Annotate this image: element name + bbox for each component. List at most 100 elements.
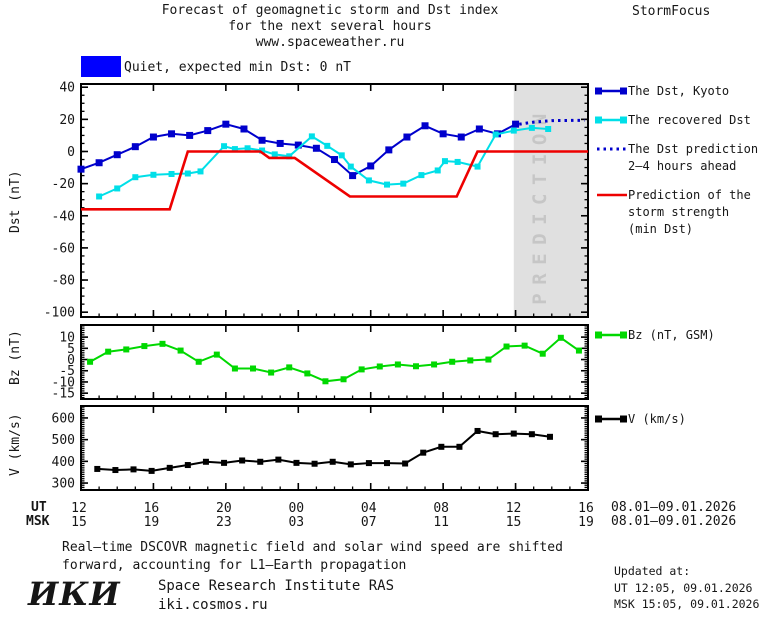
series-marker [132,174,139,181]
series-marker [457,133,465,141]
legend-sample-marker [620,116,627,124]
series-marker [312,144,320,152]
ut-hour-label: 16 [144,501,160,516]
updated-at-label: Updated at: [614,564,691,578]
y-tick-label: 40 [59,81,75,96]
series-line [80,123,517,177]
series-line [89,336,580,383]
series-marker [222,120,230,128]
series-marker [294,141,302,149]
series-line [518,118,585,126]
updated-at-ut: UT 12:05, 09.01.2026 [614,581,753,595]
series-marker [184,462,191,469]
legend-sample-marker [620,87,627,95]
series-marker [385,146,393,154]
series-marker [141,343,148,350]
series-marker [197,168,204,175]
series-marker [454,158,461,165]
series-marker [510,127,517,134]
legend-sample-marker [620,415,627,423]
legend-storm-strength-3: (min Dst) [628,222,694,236]
series-marker [431,361,438,368]
series-marker [467,357,474,364]
msk-hour-label: 23 [216,515,232,530]
series-marker [202,458,209,465]
msk-hour-label: 03 [288,515,304,530]
series-marker [376,363,383,370]
ut-hour-label: 00 [288,501,304,516]
series-marker [441,158,448,165]
plot-frame [80,405,589,491]
legend-recovered-dst: The recovered Dst [628,113,751,127]
series-marker [403,133,411,141]
series-marker [94,465,101,472]
ut-hour-label: 12 [71,501,87,516]
brand-name: StormFocus [632,4,711,19]
series-marker [271,151,278,158]
series-marker [168,170,175,177]
series-line [81,150,588,211]
series-line [97,429,551,472]
series-marker [338,152,345,159]
series-marker [286,153,293,160]
series-marker [177,347,184,354]
series-marker [521,342,528,349]
series-marker [485,356,492,363]
series-marker [308,133,315,140]
series-marker [365,177,372,184]
series-marker [474,427,481,434]
y-tick-label: -60 [52,241,75,256]
series-marker [340,376,347,383]
series-marker [113,151,121,159]
legend-storm-strength-2: storm strength [628,205,730,219]
series-marker [546,433,553,440]
series-marker [166,464,173,471]
series-marker [149,133,157,141]
page-title: Forecast of geomagnetic storm and Dst in… [0,3,660,51]
msk-hour-label: 19 [144,515,160,530]
series-marker [324,142,331,149]
series-marker [421,122,429,130]
series-marker [221,143,228,150]
y-tick-label: 400 [52,455,75,470]
series-marker [438,443,445,450]
dst-axis-title: Dst (nT) [8,170,23,233]
series-marker [394,361,401,368]
msk-date-range: 08.01–09.01.2026 [611,514,737,529]
msk-hour-label: 11 [433,515,449,530]
series-marker [112,467,119,474]
series-marker [503,343,510,350]
ut-row-label: UT [31,500,47,515]
series-marker [367,162,375,170]
plot-frame [80,324,589,400]
msk-row-label: MSK [26,514,50,529]
series-marker [439,130,447,138]
series-marker [276,139,284,147]
series-marker [528,431,535,438]
storm-level-label: Quiet, expected min Dst: 0 nT [124,60,351,75]
series-marker [268,369,275,376]
v-axis-title: V (km/s) [8,413,23,476]
series-marker [365,460,372,467]
msk-hour-label: 15 [71,515,87,530]
ut-hour-label: 16 [578,501,594,516]
series-marker [204,127,212,135]
ut-hour-label: 20 [216,501,232,516]
series-marker [402,460,409,467]
series-marker [329,458,336,465]
y-tick-label: 500 [52,433,75,448]
ut-hour-label: 08 [433,501,449,516]
dst-panel: PREDICTION 40 20 0 -20 -40 -60 -80 -100 [44,81,589,321]
series-marker [322,378,329,385]
series-marker [259,147,266,154]
y-tick-label: 10 [59,331,75,346]
series-marker [213,351,220,358]
series-marker [114,185,121,192]
plot-frame [80,83,589,318]
institute-name: Space Research Institute RAS [158,578,395,594]
series-marker [492,131,499,138]
series-marker [539,350,546,357]
series-marker [528,124,535,131]
